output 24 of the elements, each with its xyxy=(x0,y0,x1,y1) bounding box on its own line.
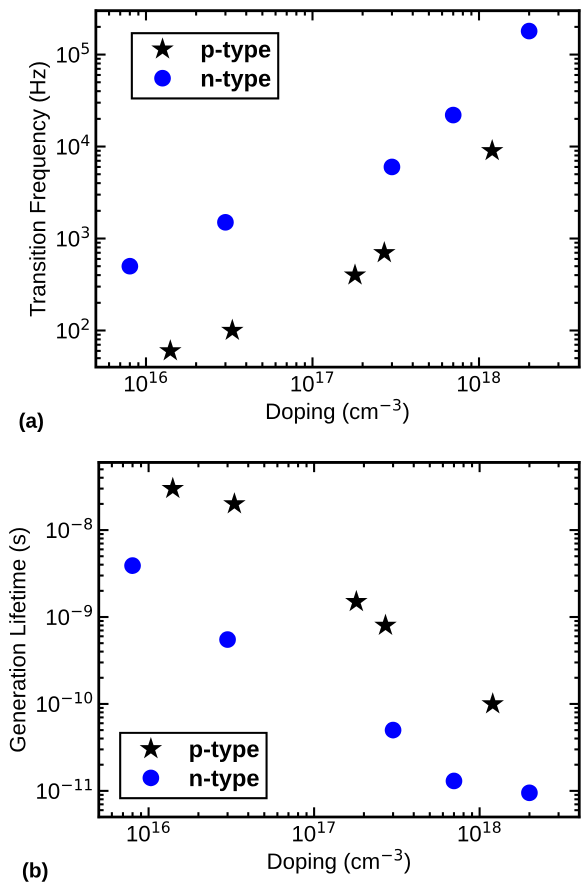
y-tick-label: 10$^{−10}$ xyxy=(37,692,92,712)
x-tick-label: 10$^{18}$ xyxy=(458,371,500,392)
y-axis-title: Transition Frequency (Hz) xyxy=(29,62,50,316)
x-axis-title: Doping (cm$^{−3}$) xyxy=(268,848,410,874)
y-tick-label: 10$^{−9}$ xyxy=(46,604,92,626)
y-tick-label: 10$^{3}$ xyxy=(57,226,90,247)
legend-label: n-type xyxy=(190,770,259,792)
y-tick-label: 10$^{5}$ xyxy=(57,42,89,63)
x-tick-label: 10$^{17}$ xyxy=(293,821,335,842)
y-tick-label: 10$^{−8}$ xyxy=(46,518,92,538)
y-tick-label: 10$^{−11}$ xyxy=(37,778,92,799)
legend-label: p-type xyxy=(190,742,259,762)
text: (a) xyxy=(20,412,43,432)
x-tick-label: 10$^{16}$ xyxy=(125,371,168,392)
y-axis-title: Generation Lifetime (s) xyxy=(9,528,30,752)
legend-label: p-type xyxy=(202,42,270,62)
y-tick-label: 10$^{4}$ xyxy=(57,134,90,155)
x-tick-label: 10$^{18}$ xyxy=(458,821,501,842)
y-tick-label: 10$^{2}$ xyxy=(57,318,89,339)
legend-label: n-type xyxy=(202,71,270,92)
text: (b) xyxy=(22,862,48,882)
x-axis-title: Doping (cm$^{−3}$) xyxy=(266,398,409,424)
x-tick-label: 10$^{17}$ xyxy=(292,372,334,392)
x-tick-label: 10$^{16}$ xyxy=(128,821,170,842)
